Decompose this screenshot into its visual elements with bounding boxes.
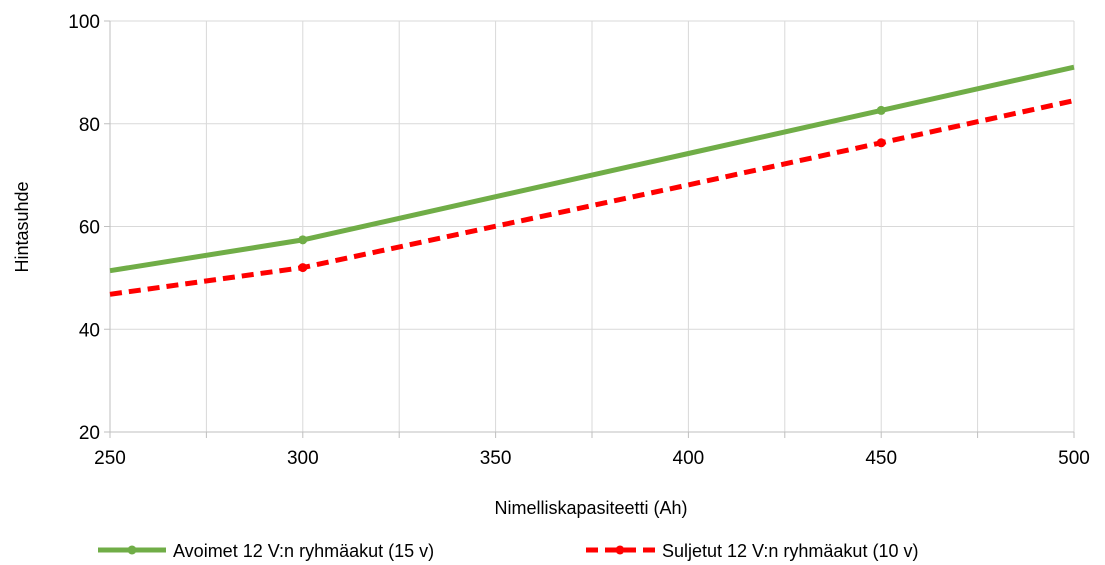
series-1-point-1 [298,235,308,245]
legend-label-series-2: Suljetut 12 V:n ryhmäakut (10 v) [662,541,918,561]
x-tick-label-350: 350 [480,448,512,469]
series-2-point-2 [876,138,886,148]
legend-item-series-1: Avoimet 12 V:n ryhmäakut (15 v) [98,541,434,561]
y-tick-label-20: 20 [79,423,100,444]
series-1-point-2 [876,105,886,115]
legend-item-series-2: Suljetut 12 V:n ryhmäakut (10 v) [586,541,918,561]
y-tick-label-80: 80 [79,115,100,136]
legend: Avoimet 12 V:n ryhmäakut (15 v) Suljetut… [98,541,918,561]
tick-labels: 20 40 60 80 100 250 300 350 400 450 500 [68,12,1090,469]
legend-label-series-1: Avoimet 12 V:n ryhmäakut (15 v) [173,541,434,561]
x-tick-label-250: 250 [94,448,126,469]
series-2-point-1 [298,263,308,273]
legend-marker-series-1 [127,545,137,555]
x-tick-label-300: 300 [287,448,319,469]
y-tick-label-40: 40 [79,320,100,341]
series-layer [109,64,1075,297]
series-line-2 [109,98,1075,297]
y-tick-label-60: 60 [79,218,100,239]
legend-marker-series-2 [615,545,625,555]
series-line-1 [109,64,1075,274]
x-tick-label-450: 450 [865,448,897,469]
y-axis-title: Hintasuhde [12,181,32,272]
x-axis-title: Nimelliskapasiteetti (Ah) [494,498,687,518]
y-tick-label-100: 100 [68,12,100,33]
axes [104,20,1075,438]
x-tick-label-500: 500 [1058,448,1090,469]
x-tick-label-400: 400 [673,448,705,469]
grid [110,20,1075,432]
